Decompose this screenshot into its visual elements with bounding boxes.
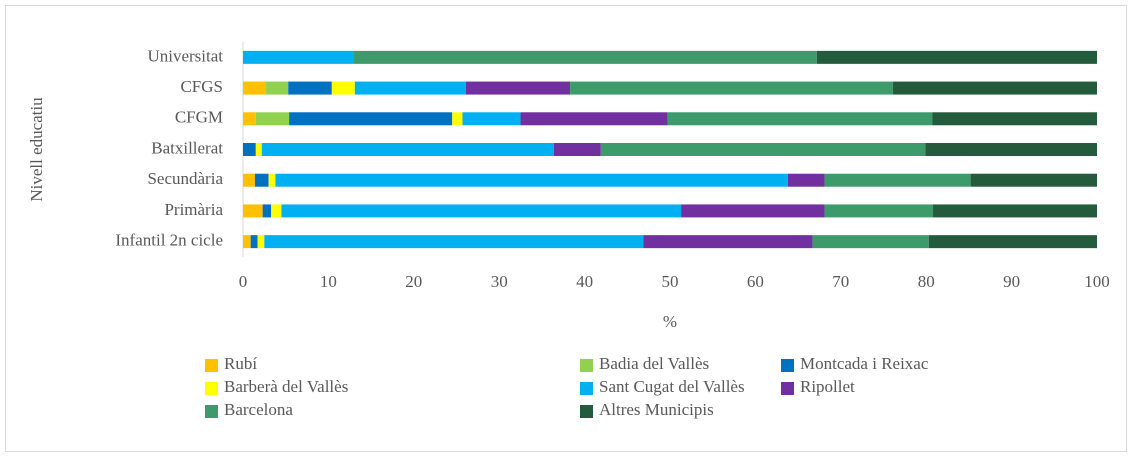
- x-tick-label: 50: [662, 272, 679, 291]
- bar-segment: [892, 81, 1097, 95]
- bar-segment: [243, 50, 355, 64]
- bar-segment: [816, 50, 1097, 64]
- bar-segment: [262, 204, 272, 218]
- legend-swatch: [781, 359, 794, 372]
- y-tick-label: Infantil 2n cicle: [115, 231, 223, 250]
- bar-segment: [925, 143, 1097, 156]
- bar-segment: [354, 81, 466, 95]
- bar-segment: [824, 204, 934, 218]
- x-tick-label: 10: [320, 272, 337, 291]
- x-tick-label: 100: [1084, 272, 1110, 291]
- y-tick-label: CFGS: [180, 77, 223, 96]
- x-tick-label: 0: [239, 272, 248, 291]
- bar-segment: [824, 173, 971, 187]
- bar-segment: [667, 112, 933, 126]
- x-axis-title: %: [663, 312, 677, 331]
- x-tick-label: 20: [405, 272, 422, 291]
- bar-segment: [243, 173, 255, 187]
- y-tick-label: Secundària: [147, 169, 223, 188]
- bar-segment: [255, 112, 290, 126]
- legend-swatch: [580, 359, 593, 372]
- bar-segment: [243, 204, 263, 218]
- bar-segment: [257, 235, 265, 249]
- bar-segment: [933, 204, 1097, 218]
- legend-swatch: [205, 359, 218, 372]
- legend-label: Sant Cugat del Vallès: [599, 377, 745, 396]
- bar-segment: [255, 143, 262, 156]
- legend-label: Ripollet: [800, 377, 855, 396]
- bar-segment: [275, 173, 788, 187]
- bar-segment: [681, 204, 825, 218]
- legend-label: Rubí: [224, 354, 257, 373]
- bar-segment: [243, 112, 256, 126]
- y-tick-label: Primària: [164, 200, 223, 219]
- legend-label: Montcada i Reixac: [800, 354, 929, 373]
- bar-segment: [268, 173, 276, 187]
- x-tick-label: 80: [918, 272, 935, 291]
- y-tick-label: CFGM: [175, 108, 223, 127]
- bar-segment: [250, 235, 258, 249]
- bar-segment: [553, 143, 601, 156]
- bar-segment: [264, 235, 644, 249]
- x-tick-label: 40: [576, 272, 593, 291]
- y-tick-label: Batxillerat: [151, 138, 223, 157]
- x-tick-label: 60: [747, 272, 764, 291]
- legend-label: Barcelona: [224, 400, 293, 419]
- bar-segment: [354, 50, 817, 64]
- bar-segment: [289, 112, 453, 126]
- legend-label: Barberà del Vallès: [224, 377, 348, 396]
- x-tick-label: 90: [1003, 272, 1020, 291]
- chart-frame: [5, 5, 1127, 452]
- bar-segment: [243, 143, 256, 156]
- bar-segment: [570, 81, 893, 95]
- y-axis-title: Nivell educatiu: [27, 97, 46, 202]
- bar-segment: [243, 235, 251, 249]
- bar-segment: [928, 235, 1097, 249]
- bar-segment: [462, 112, 521, 126]
- bar-segment: [452, 112, 463, 126]
- bar-segment: [520, 112, 668, 126]
- bar-segment: [281, 204, 682, 218]
- bar-segment: [271, 204, 282, 218]
- x-tick-label: 70: [832, 272, 849, 291]
- legend-label: Altres Municipis: [599, 400, 714, 419]
- bar-segment: [261, 143, 554, 156]
- bar-segment: [254, 173, 269, 187]
- bar-segment: [288, 81, 332, 95]
- bar-segment: [643, 235, 813, 249]
- y-tick-label: Universitat: [147, 46, 223, 65]
- bar-segment: [932, 112, 1097, 126]
- bar-segment: [243, 81, 267, 95]
- legend-label: Badia del Vallès: [599, 354, 709, 373]
- bar-segment: [970, 173, 1097, 187]
- legend-swatch: [580, 405, 593, 418]
- bar-segment: [787, 173, 825, 187]
- bar-segment: [600, 143, 926, 156]
- bar-segment: [465, 81, 571, 95]
- bar-segment: [266, 81, 289, 95]
- bar-segment: [331, 81, 355, 95]
- legend-swatch: [205, 405, 218, 418]
- legend-swatch: [205, 382, 218, 395]
- x-tick-label: 30: [491, 272, 508, 291]
- bar-segment: [812, 235, 929, 249]
- legend-swatch: [781, 382, 794, 395]
- legend-swatch: [580, 382, 593, 395]
